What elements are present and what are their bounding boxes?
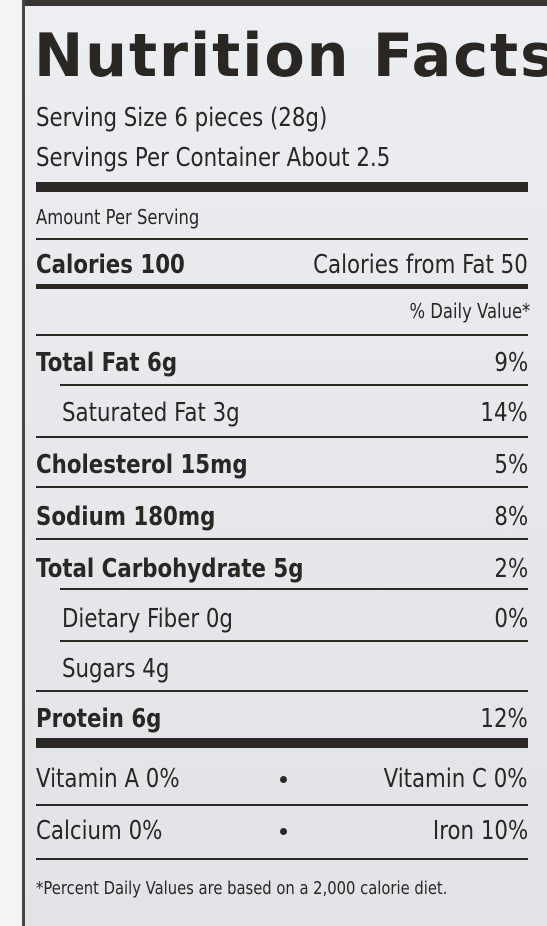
nutrient-row-cholesterol: Cholesterol 15mg 5% <box>36 448 528 482</box>
divider-minerals <box>36 858 528 860</box>
divider-amount <box>36 238 528 240</box>
nutrient-row-protein: Protein 6g 12% <box>36 702 528 736</box>
divider-dv <box>36 334 528 336</box>
nutrient-label-saturated-fat: Saturated Fat 3g <box>62 398 240 428</box>
nutrient-dv-sodium: 8% <box>494 502 528 532</box>
servings-per-container-line: Servings Per Container About 2.5 <box>36 142 468 173</box>
daily-value-header-line: % Daily Value* <box>383 298 530 325</box>
left-border <box>0 0 25 926</box>
divider-saturated-fat <box>36 436 528 438</box>
amount-per-serving-line: Amount Per Serving <box>36 204 235 231</box>
nutrient-row-sugars: Sugars 4g <box>36 652 528 686</box>
medium-divider-calories <box>36 284 528 289</box>
nutrient-dv-total-carbohydrate: 2% <box>494 554 528 584</box>
divider-total-fat <box>60 384 528 386</box>
calories-row: Calories 100 Calories from Fat 50 <box>36 248 528 282</box>
top-border <box>0 0 547 6</box>
divider-cholesterol <box>36 486 528 488</box>
divider-dietary-fiber <box>60 640 528 642</box>
nutrient-dv-dietary-fiber: 0% <box>494 604 528 634</box>
nutrient-label-total-carbohydrate: Total Carbohydrate 5g <box>36 554 304 584</box>
thick-divider-protein <box>36 738 528 748</box>
iron: Iron 10% <box>432 816 528 846</box>
thick-divider-1 <box>36 182 528 192</box>
nutrient-dv-total-fat: 9% <box>494 348 528 378</box>
nutrient-row-sodium: Sodium 180mg 8% <box>36 500 528 534</box>
nutrient-label-cholesterol: Cholesterol 15mg <box>36 450 248 480</box>
divider-total-carbohydrate <box>60 588 528 590</box>
vitamin-row-1: Vitamin A 0% Vitamin C 0% <box>36 762 528 796</box>
bullet-icon <box>280 776 287 783</box>
bullet-icon <box>280 828 287 835</box>
divider-vitamins <box>36 804 528 806</box>
divider-sodium <box>36 538 528 540</box>
nutrient-label-dietary-fiber: Dietary Fiber 0g <box>62 604 233 634</box>
nutrient-row-dietary-fiber: Dietary Fiber 0g 0% <box>36 602 528 636</box>
calories-label: Calories 100 <box>36 250 185 280</box>
vitamin-c: Vitamin C 0% <box>384 764 528 794</box>
calcium: Calcium 0% <box>36 816 163 846</box>
nutrient-label-total-fat: Total Fat 6g <box>36 348 178 378</box>
amount-per-serving: Amount Per Serving <box>36 205 200 229</box>
footnote-line: *Percent Daily Values are based on a 2,0… <box>36 876 538 901</box>
nutrient-row-saturated-fat: Saturated Fat 3g 14% <box>36 396 528 430</box>
nutrient-row-total-carbohydrate: Total Carbohydrate 5g 2% <box>36 552 528 586</box>
daily-value-header: % Daily Value* <box>409 299 530 323</box>
vitamin-a: Vitamin A 0% <box>36 764 180 794</box>
divider-sugars <box>36 690 528 692</box>
calories-from-fat: Calories from Fat 50 <box>313 250 528 280</box>
label-content: Nutrition Facts Serving Size 6 pieces (2… <box>34 0 547 926</box>
nutrient-dv-cholesterol: 5% <box>494 450 528 480</box>
nutrient-dv-saturated-fat: 14% <box>480 398 528 428</box>
vitamin-row-2: Calcium 0% Iron 10% <box>36 814 528 848</box>
serving-size-line: Serving Size 6 pieces (28g) <box>36 102 391 133</box>
servings-per-container: Servings Per Container About 2.5 <box>36 143 391 173</box>
nutrient-label-sugars: Sugars 4g <box>62 654 170 684</box>
nutrient-dv-protein: 12% <box>480 704 528 734</box>
label-title: Nutrition Facts <box>34 21 547 91</box>
serving-size: Serving Size 6 pieces (28g) <box>36 103 328 133</box>
nutrient-label-protein: Protein 6g <box>36 704 162 734</box>
footnote: *Percent Daily Values are based on a 2,0… <box>36 878 448 899</box>
nutrient-label-sodium: Sodium 180mg <box>36 502 216 532</box>
nutrient-row-total-fat: Total Fat 6g 9% <box>36 346 528 380</box>
